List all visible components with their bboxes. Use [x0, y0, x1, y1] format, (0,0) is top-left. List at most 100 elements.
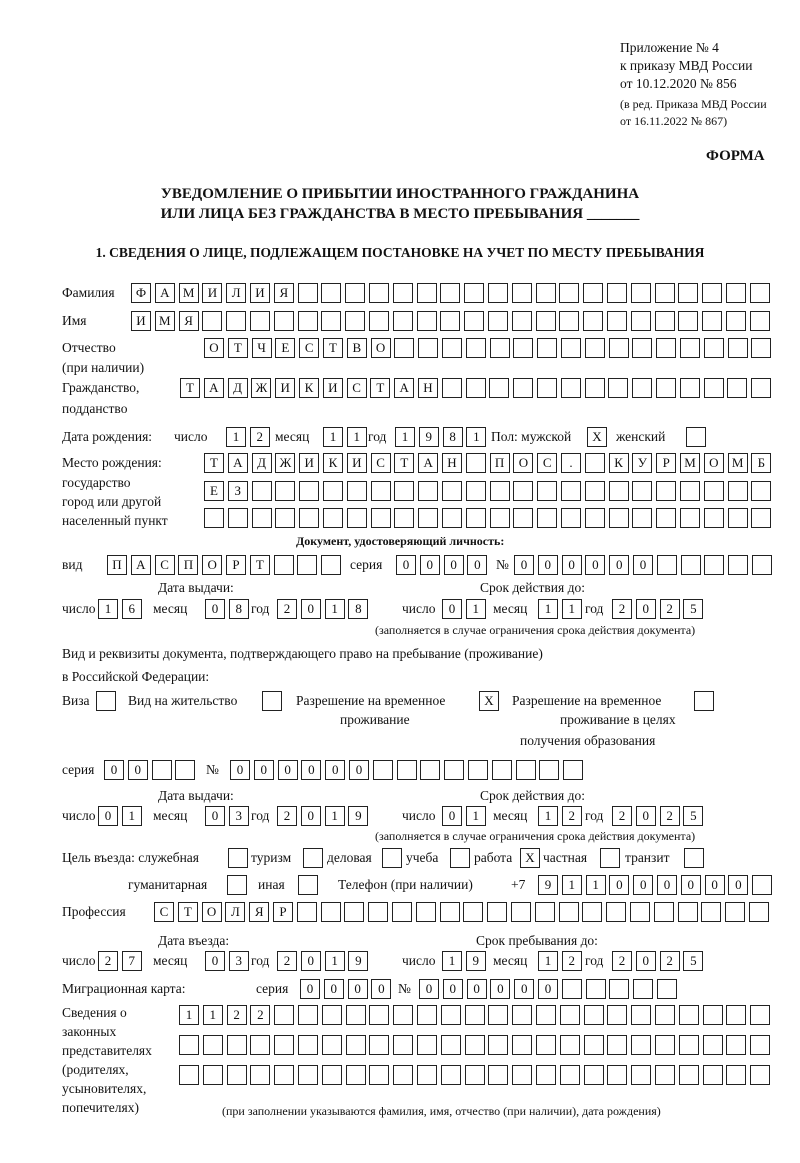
input-cell-patronymic[interactable]: [727, 338, 748, 358]
input-cell-birth-year[interactable]: 1: [466, 427, 487, 447]
input-cell-reps1[interactable]: [559, 1005, 580, 1025]
input-cell-reps2[interactable]: [202, 1035, 223, 1055]
input-cell-right-valid-day[interactable]: 1: [465, 806, 486, 826]
input-cell-right-issue-year[interactable]: 1: [324, 806, 345, 826]
input-cell-citizenship[interactable]: [632, 378, 653, 398]
checkbox-p-humanitarian[interactable]: [227, 875, 247, 895]
input-cell-citizenship[interactable]: [656, 378, 676, 398]
input-cell-surname[interactable]: [749, 283, 770, 303]
input-cell-doc-valid-year[interactable]: 2: [612, 599, 632, 619]
input-cell-reps1[interactable]: [417, 1005, 437, 1025]
input-cell-right-valid-year[interactable]: 0: [635, 806, 656, 826]
input-cell-reps1[interactable]: 1: [179, 1005, 199, 1025]
input-cell-reps2[interactable]: [179, 1035, 199, 1055]
checkbox-p-work[interactable]: X: [520, 848, 540, 868]
input-cell-patronymic[interactable]: [465, 338, 486, 358]
input-cell-doc-issue-year[interactable]: 0: [300, 599, 321, 619]
input-cell-birthplace1[interactable]: Ж: [275, 453, 296, 473]
input-cell-birthplace1[interactable]: О: [703, 453, 724, 473]
input-cell-surname[interactable]: [511, 283, 532, 303]
input-cell-reps1[interactable]: 2: [226, 1005, 247, 1025]
input-cell-right-valid-day[interactable]: 0: [442, 806, 462, 826]
input-cell-reps3[interactable]: [726, 1065, 747, 1085]
input-cell-doc-number[interactable]: 0: [514, 555, 534, 575]
input-cell-name[interactable]: [559, 311, 580, 331]
input-cell-profession[interactable]: [749, 902, 769, 922]
input-cell-name[interactable]: [583, 311, 604, 331]
input-cell-name[interactable]: [749, 311, 770, 331]
input-cell-birthplace2[interactable]: [537, 481, 558, 501]
input-cell-right-issue-month[interactable]: 3: [228, 806, 249, 826]
input-cell-patronymic[interactable]: [680, 338, 700, 358]
input-cell-right-number[interactable]: 0: [277, 760, 298, 780]
input-cell-phone[interactable]: 0: [657, 875, 677, 895]
input-cell-reps1[interactable]: [726, 1005, 747, 1025]
input-cell-surname[interactable]: [345, 283, 366, 303]
input-cell-doc-valid-day[interactable]: 1: [465, 599, 486, 619]
input-cell-patronymic[interactable]: [418, 338, 439, 358]
checkbox-p-service[interactable]: [228, 848, 248, 868]
input-cell-reps1[interactable]: [631, 1005, 652, 1025]
input-cell-birth-month[interactable]: 1: [346, 427, 367, 447]
input-cell-citizenship[interactable]: Д: [227, 378, 248, 398]
input-cell-birthplace2[interactable]: [323, 481, 343, 501]
input-cell-phone[interactable]: 9: [538, 875, 558, 895]
input-cell-reps1[interactable]: [345, 1005, 366, 1025]
input-cell-reps1[interactable]: [607, 1005, 628, 1025]
input-cell-birthplace2[interactable]: [489, 481, 510, 501]
input-cell-reps2[interactable]: [298, 1035, 318, 1055]
input-cell-right-series[interactable]: 0: [104, 760, 124, 780]
checkbox-p-private[interactable]: [600, 848, 620, 868]
input-cell-doc-kind[interactable]: [297, 555, 318, 575]
input-cell-birthplace3[interactable]: [584, 508, 605, 528]
input-cell-profession[interactable]: [511, 902, 531, 922]
input-cell-profession[interactable]: С: [154, 902, 174, 922]
input-cell-stay-month[interactable]: 2: [561, 951, 582, 971]
input-cell-reps3[interactable]: [179, 1065, 199, 1085]
input-cell-birthplace1[interactable]: К: [608, 453, 629, 473]
input-cell-right-issue-month[interactable]: 0: [205, 806, 225, 826]
input-cell-name[interactable]: Я: [178, 311, 199, 331]
input-cell-birthplace1[interactable]: О: [513, 453, 534, 473]
input-cell-name[interactable]: [535, 311, 556, 331]
input-cell-citizenship[interactable]: [727, 378, 748, 398]
input-cell-right-valid-year[interactable]: 2: [612, 806, 632, 826]
input-cell-profession[interactable]: [368, 902, 389, 922]
input-cell-profession[interactable]: [320, 902, 341, 922]
input-cell-patronymic[interactable]: [537, 338, 558, 358]
input-cell-patronymic[interactable]: [442, 338, 462, 358]
input-cell-phone[interactable]: 0: [680, 875, 701, 895]
input-cell-patronymic[interactable]: В: [346, 338, 367, 358]
input-cell-right-number[interactable]: [372, 760, 393, 780]
input-cell-birthplace2[interactable]: [513, 481, 534, 501]
input-cell-birthplace2[interactable]: [346, 481, 367, 501]
input-cell-right-number[interactable]: 0: [325, 760, 346, 780]
input-cell-patronymic[interactable]: [751, 338, 772, 358]
input-cell-reps2[interactable]: [345, 1035, 366, 1055]
checkbox-p-other[interactable]: [298, 875, 318, 895]
checkbox-visa[interactable]: [96, 691, 116, 711]
input-cell-birthplace2[interactable]: [394, 481, 415, 501]
input-cell-patronymic[interactable]: [703, 338, 724, 358]
input-cell-reps1[interactable]: [393, 1005, 414, 1025]
input-cell-doc-issue-year[interactable]: 8: [348, 599, 369, 619]
checkbox-sex-female[interactable]: [686, 427, 706, 447]
input-cell-citizenship[interactable]: [465, 378, 486, 398]
input-cell-surname[interactable]: Ф: [131, 283, 151, 303]
input-cell-doc-kind[interactable]: А: [130, 555, 151, 575]
input-cell-phone[interactable]: 1: [561, 875, 582, 895]
input-cell-stay-day[interactable]: 9: [465, 951, 486, 971]
input-cell-reps2[interactable]: [726, 1035, 747, 1055]
input-cell-birthplace1[interactable]: К: [323, 453, 343, 473]
input-cell-right-number[interactable]: 0: [253, 760, 274, 780]
input-cell-right-number[interactable]: 0: [301, 760, 322, 780]
input-cell-birth-year[interactable]: 1: [395, 427, 415, 447]
input-cell-doc-issue-day[interactable]: 1: [98, 599, 118, 619]
input-cell-doc-kind[interactable]: О: [202, 555, 223, 575]
input-cell-reps1[interactable]: [583, 1005, 604, 1025]
input-cell-birthplace3[interactable]: [703, 508, 724, 528]
input-cell-mc-number[interactable]: 0: [514, 979, 535, 999]
input-cell-patronymic[interactable]: [632, 338, 653, 358]
input-cell-reps3[interactable]: [655, 1065, 675, 1085]
input-cell-reps3[interactable]: [202, 1065, 223, 1085]
